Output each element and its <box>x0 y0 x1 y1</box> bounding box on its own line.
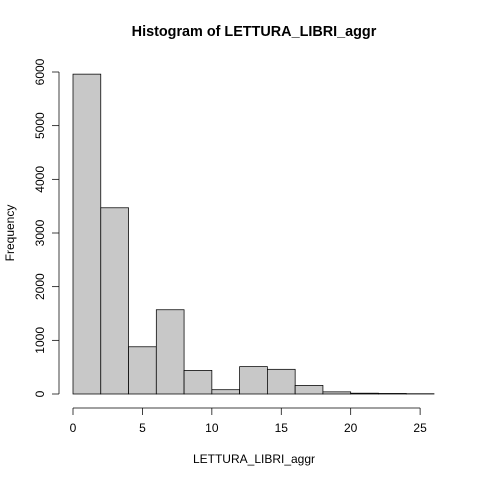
x-axis: 0 5 10 15 20 25 <box>70 407 427 435</box>
y-tick-label: 1000 <box>33 327 47 354</box>
x-tick-label: 5 <box>139 421 146 435</box>
histogram-bar <box>267 368 296 395</box>
x-tick-label: 10 <box>205 421 219 435</box>
chart-title: Histogram of LETTURA_LIBRI_aggr <box>132 24 377 40</box>
x-tick-label: 0 <box>70 421 77 435</box>
histogram-bar <box>72 73 102 395</box>
histogram-bar <box>211 389 240 395</box>
y-tick-label: 3000 <box>33 219 47 246</box>
bars-group <box>72 73 435 395</box>
x-axis-label: LETTURA_LIBRI_aggr <box>193 452 315 466</box>
x-tick-label: 15 <box>275 421 289 435</box>
histogram-bar <box>155 309 185 395</box>
y-axis-label: Frequency <box>3 205 17 262</box>
x-tick-label: 20 <box>344 421 358 435</box>
y-axis: 0 1000 2000 3000 4000 5000 6000 <box>33 58 60 397</box>
y-tick-label: 4000 <box>33 166 47 193</box>
y-tick-label: 5000 <box>33 112 47 139</box>
histogram-bar <box>294 385 324 395</box>
histogram-bar <box>183 370 213 395</box>
histogram-bar <box>100 207 129 395</box>
histogram-bar <box>128 346 157 395</box>
y-tick-label: 2000 <box>33 273 47 300</box>
x-tick-label: 25 <box>413 421 427 435</box>
y-tick-label: 6000 <box>33 58 47 85</box>
histogram-bar <box>239 366 268 395</box>
histogram-bar <box>350 392 379 395</box>
histogram-bar <box>378 393 407 395</box>
histogram-bar <box>322 391 352 395</box>
y-tick-label: 0 <box>33 390 47 397</box>
